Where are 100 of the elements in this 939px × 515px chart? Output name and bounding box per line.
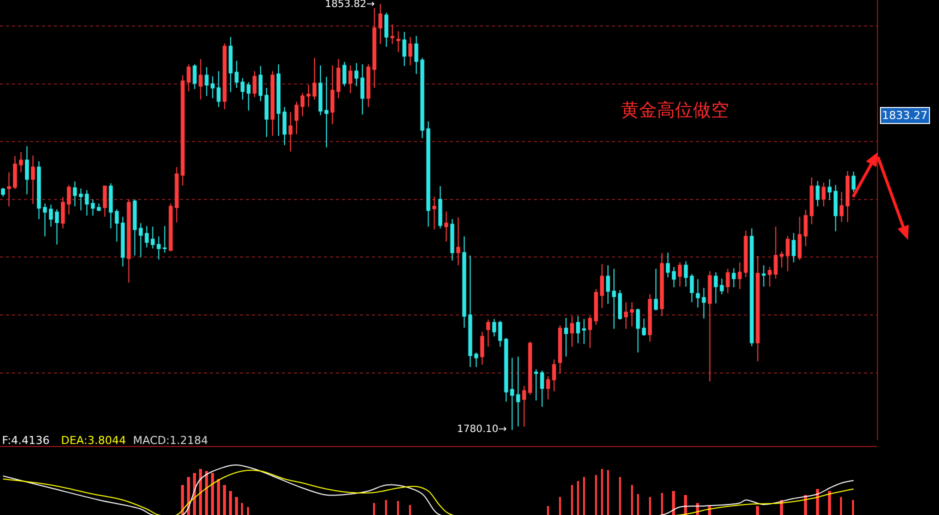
bar	[229, 491, 232, 515]
candlestick	[624, 302, 628, 330]
bar	[828, 491, 831, 515]
text: MACD:1.2184	[133, 434, 208, 447]
bar	[211, 473, 214, 515]
candlestick	[558, 324, 562, 374]
candlestick	[546, 376, 550, 400]
candlestick	[606, 264, 610, 305]
candlestick	[600, 264, 604, 309]
candlestick	[456, 216, 460, 266]
candlestick	[468, 254, 472, 368]
candlestick	[522, 386, 526, 428]
bar	[649, 497, 651, 515]
candlestick	[240, 78, 245, 100]
bar	[661, 493, 663, 515]
candlestick	[504, 338, 508, 402]
candlestick	[84, 190, 89, 216]
candlestick	[174, 166, 179, 224]
candlestick	[762, 264, 766, 288]
candlestick	[726, 268, 730, 294]
candlestick	[204, 66, 209, 96]
candlestick	[132, 198, 137, 256]
candlestick	[498, 320, 502, 348]
candlestick	[822, 182, 826, 207]
candlestick	[114, 208, 119, 242]
bar	[583, 477, 585, 515]
candlestick	[816, 180, 820, 207]
candlestick	[564, 317, 568, 358]
candlestick	[378, 4, 382, 44]
candlestick	[714, 272, 718, 304]
candlestick	[96, 202, 101, 212]
candlestick	[228, 36, 233, 92]
candlestick	[702, 287, 706, 319]
candlestick	[594, 288, 598, 326]
bar	[547, 506, 549, 515]
candlestick	[72, 181, 77, 207]
candlestick	[102, 185, 107, 218]
candlestick	[642, 318, 646, 336]
bar	[607, 470, 609, 515]
candlestick	[144, 226, 149, 248]
candlestick	[510, 357, 514, 430]
candlestick	[306, 84, 310, 108]
bar	[619, 477, 621, 515]
candlestick	[750, 228, 754, 347]
candlestick	[294, 101, 298, 135]
candlestick	[534, 368, 538, 402]
candlestick	[66, 184, 71, 215]
candlestick	[258, 65, 263, 102]
candlestick	[414, 35, 418, 75]
candlestick	[372, 8, 376, 88]
bar	[385, 500, 387, 515]
bar	[595, 475, 597, 515]
candlestick	[480, 331, 484, 366]
candlestick	[636, 308, 640, 354]
bar	[816, 489, 819, 515]
candlestick	[216, 70, 221, 108]
candlestick	[342, 61, 346, 87]
candlestick	[300, 92, 304, 117]
candlestick	[162, 226, 167, 254]
candlestick	[576, 316, 580, 344]
bar	[397, 501, 399, 515]
candlestick	[798, 216, 802, 261]
candlestick	[402, 31, 406, 66]
candlestick	[834, 184, 838, 232]
bar	[205, 471, 208, 515]
candlestick	[804, 209, 808, 247]
candlestick	[252, 70, 257, 98]
candlestick	[612, 268, 616, 330]
candlestick	[660, 252, 664, 317]
candlestick	[24, 146, 29, 195]
bar	[181, 485, 184, 515]
candlestick	[120, 216, 125, 267]
candlestick	[588, 316, 592, 348]
candlestick	[666, 252, 670, 278]
candlestick	[282, 106, 286, 146]
candlestick	[756, 256, 760, 362]
candlestick	[234, 60, 239, 88]
candlestick	[126, 198, 131, 284]
candlestick	[438, 186, 442, 229]
candlestick	[198, 58, 203, 100]
candlestick	[396, 30, 400, 53]
candlestick	[786, 235, 790, 272]
candlestick	[810, 176, 814, 225]
candlestick	[60, 196, 65, 229]
candlestick	[768, 266, 772, 288]
candlestick	[840, 191, 844, 222]
candlestick	[654, 268, 658, 311]
candlestick	[336, 58, 340, 99]
bar	[601, 469, 603, 515]
bar	[247, 507, 249, 515]
candlestick	[486, 319, 490, 348]
candlestick	[318, 64, 322, 116]
candlestick	[450, 218, 454, 262]
candlestick	[852, 171, 856, 192]
candlestick	[540, 370, 544, 408]
text: F:4.4136	[2, 434, 50, 447]
candlestick	[156, 236, 161, 260]
candlestick	[186, 64, 191, 92]
candlestick	[108, 182, 113, 229]
candlestick	[54, 208, 59, 245]
